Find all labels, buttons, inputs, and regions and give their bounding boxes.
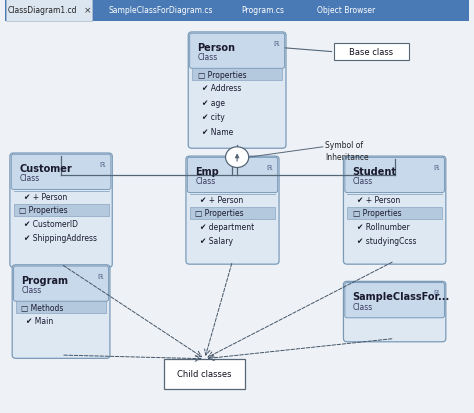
Text: Class: Class bbox=[21, 285, 42, 294]
Bar bbox=[16, 301, 106, 313]
Text: □ Properties: □ Properties bbox=[195, 209, 244, 218]
Bar bbox=[192, 69, 283, 81]
Text: Child classes: Child classes bbox=[177, 369, 232, 378]
Text: Object Browser: Object Browser bbox=[317, 6, 375, 15]
Text: ✔ + Person: ✔ + Person bbox=[200, 195, 243, 204]
Text: □ Properties: □ Properties bbox=[19, 206, 68, 215]
Text: SampleClassFor...: SampleClassFor... bbox=[353, 292, 450, 301]
Text: ×: × bbox=[84, 6, 91, 15]
Text: ℝ: ℝ bbox=[433, 290, 439, 295]
Text: ℝ: ℝ bbox=[266, 164, 272, 171]
Text: ✔ Main: ✔ Main bbox=[26, 316, 54, 325]
Bar bbox=[6, 0, 92, 21]
Text: Class: Class bbox=[353, 177, 373, 186]
Text: ✔ studyingCcss: ✔ studyingCcss bbox=[357, 237, 417, 246]
Text: ℝ: ℝ bbox=[273, 40, 279, 47]
Text: ℝ: ℝ bbox=[98, 273, 103, 279]
Text: ✔ department: ✔ department bbox=[200, 222, 254, 231]
Bar bbox=[347, 207, 442, 220]
Text: SampleClassForDiagram.cs: SampleClassForDiagram.cs bbox=[109, 6, 213, 15]
Text: ✔ CustomerID: ✔ CustomerID bbox=[24, 219, 78, 228]
Text: ClassDiagram1.cd: ClassDiagram1.cd bbox=[8, 6, 77, 15]
Text: ✔ Salary: ✔ Salary bbox=[200, 237, 233, 246]
Text: □ Properties: □ Properties bbox=[353, 209, 401, 218]
FancyBboxPatch shape bbox=[11, 155, 111, 190]
Bar bbox=[335, 44, 409, 61]
Text: ✔ + Person: ✔ + Person bbox=[24, 192, 67, 201]
Bar bbox=[190, 207, 275, 220]
Text: ℝ: ℝ bbox=[433, 164, 439, 171]
FancyBboxPatch shape bbox=[188, 33, 286, 149]
Text: ✔ + Person: ✔ + Person bbox=[357, 195, 401, 204]
Text: ℝ: ℝ bbox=[100, 161, 105, 167]
FancyBboxPatch shape bbox=[345, 283, 445, 318]
Text: Emp: Emp bbox=[195, 166, 219, 177]
Text: Program: Program bbox=[21, 275, 68, 285]
Bar bbox=[14, 204, 109, 216]
Text: ✔ ShippingAddress: ✔ ShippingAddress bbox=[24, 234, 97, 242]
Text: Student: Student bbox=[353, 166, 397, 177]
FancyBboxPatch shape bbox=[344, 282, 446, 342]
FancyBboxPatch shape bbox=[12, 265, 110, 358]
FancyBboxPatch shape bbox=[190, 34, 284, 69]
FancyBboxPatch shape bbox=[14, 266, 109, 301]
Text: Class: Class bbox=[19, 174, 39, 183]
FancyBboxPatch shape bbox=[345, 158, 445, 193]
Text: ✔ Name: ✔ Name bbox=[202, 127, 233, 136]
Text: Customer: Customer bbox=[19, 164, 72, 173]
FancyBboxPatch shape bbox=[10, 154, 112, 268]
FancyBboxPatch shape bbox=[187, 158, 278, 193]
Text: Class: Class bbox=[353, 302, 373, 311]
Text: ✔ city: ✔ city bbox=[202, 113, 225, 122]
Text: Symbol of
Inheritance: Symbol of Inheritance bbox=[325, 140, 369, 161]
FancyBboxPatch shape bbox=[344, 157, 446, 265]
Text: Base class: Base class bbox=[349, 48, 393, 57]
Bar bbox=[6, 0, 469, 21]
Bar bbox=[164, 359, 245, 389]
FancyBboxPatch shape bbox=[186, 157, 279, 265]
Text: ✔ Address: ✔ Address bbox=[202, 84, 242, 93]
Text: Class: Class bbox=[195, 177, 216, 186]
Text: ✔ Rollnumber: ✔ Rollnumber bbox=[357, 222, 410, 231]
Circle shape bbox=[226, 147, 249, 168]
Text: □ Properties: □ Properties bbox=[198, 71, 246, 79]
Text: Class: Class bbox=[198, 53, 218, 62]
Text: ✔ age: ✔ age bbox=[202, 98, 225, 107]
Text: Person: Person bbox=[198, 43, 236, 53]
Text: Program.cs: Program.cs bbox=[241, 6, 284, 15]
Text: □ Methods: □ Methods bbox=[21, 303, 64, 312]
